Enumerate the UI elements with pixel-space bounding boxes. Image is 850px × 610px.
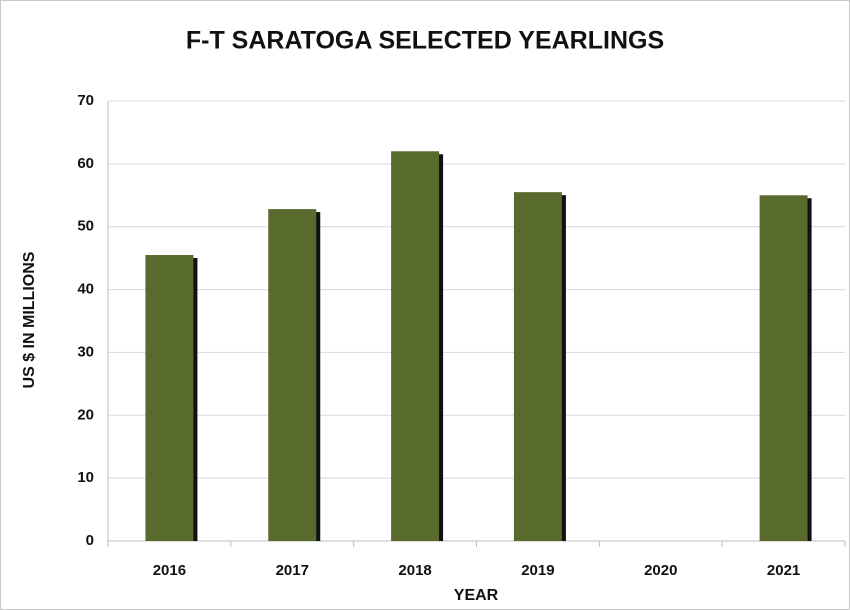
x-tick-label: 2020 [644,562,677,579]
y-tick-label: 70 [77,92,94,109]
x-tick-label: 2019 [521,562,554,579]
y-tick-label: 10 [77,469,94,486]
y-tick-label: 0 [86,532,94,549]
y-axis-label: US $ IN MILLIONS [21,251,38,388]
bar [513,192,562,541]
chart-title: F-T SARATOGA SELECTED YEARLINGS [186,27,664,55]
y-tick-label: 30 [77,343,94,360]
x-axis-label: YEAR [454,587,499,604]
bar [268,209,317,541]
y-tick-label: 60 [77,155,94,172]
y-tick-label: 20 [77,406,94,423]
bar [145,255,194,541]
x-tick-label: 2017 [276,562,309,579]
y-tick-label: 50 [77,218,94,235]
x-tick-label: 2018 [398,562,431,579]
y-tick-label: 40 [77,281,94,298]
x-tick-label: 2021 [767,562,800,579]
bar [391,151,440,542]
x-tick-label: 2016 [153,562,186,579]
bar [759,195,808,542]
